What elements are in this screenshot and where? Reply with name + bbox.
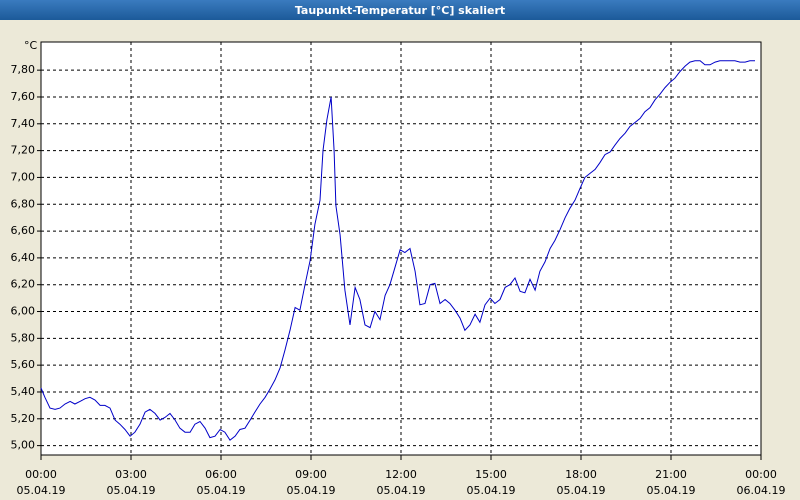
x-tick-date: 05.04.19	[377, 484, 426, 497]
y-tick-label: 7,40	[11, 117, 36, 130]
y-tick-label: 6,40	[11, 251, 36, 264]
x-tick-label: 00:00	[25, 468, 57, 481]
x-tick-date: 05.04.19	[17, 484, 66, 497]
y-tick-label: 5,40	[11, 385, 36, 398]
x-tick-date: 05.04.19	[107, 484, 156, 497]
y-tick-label: 7,20	[11, 144, 36, 157]
x-tick-label: 03:00	[115, 468, 147, 481]
x-tick-label: 09:00	[295, 468, 327, 481]
x-tick-date: 05.04.19	[197, 484, 246, 497]
y-tick-label: 5,20	[11, 412, 36, 425]
x-tick-label: 06:00	[205, 468, 237, 481]
y-tick-label: 5,80	[11, 331, 36, 344]
y-tick-label: 7,00	[11, 170, 36, 183]
title-bar	[0, 0, 800, 20]
y-tick-label: 5,00	[11, 439, 36, 452]
x-tick-label: 21:00	[655, 468, 687, 481]
x-tick-label: 18:00	[565, 468, 597, 481]
y-tick-label: 7,60	[11, 90, 36, 103]
y-tick-label: 6,20	[11, 278, 36, 291]
y-tick-label: 6,60	[11, 224, 36, 237]
x-tick-label: 15:00	[475, 468, 507, 481]
x-tick-label: 00:00	[745, 468, 777, 481]
x-tick-label: 12:00	[385, 468, 417, 481]
y-tick-label: 5,60	[11, 358, 36, 371]
y-tick-label: 7,80	[11, 63, 36, 76]
chart-title: Taupunkt-Temperatur [°C] skaliert	[295, 4, 505, 17]
y-unit: °C	[24, 39, 38, 52]
x-tick-date: 05.04.19	[557, 484, 606, 497]
x-tick-date: 05.04.19	[287, 484, 336, 497]
data-line	[40, 60, 755, 441]
x-tick-date: 06.04.19	[737, 484, 786, 497]
x-tick-date: 05.04.19	[467, 484, 516, 497]
y-tick-label: 6,00	[11, 305, 36, 318]
x-tick-date: 05.04.19	[647, 484, 696, 497]
y-tick-label: 6,80	[11, 197, 36, 210]
